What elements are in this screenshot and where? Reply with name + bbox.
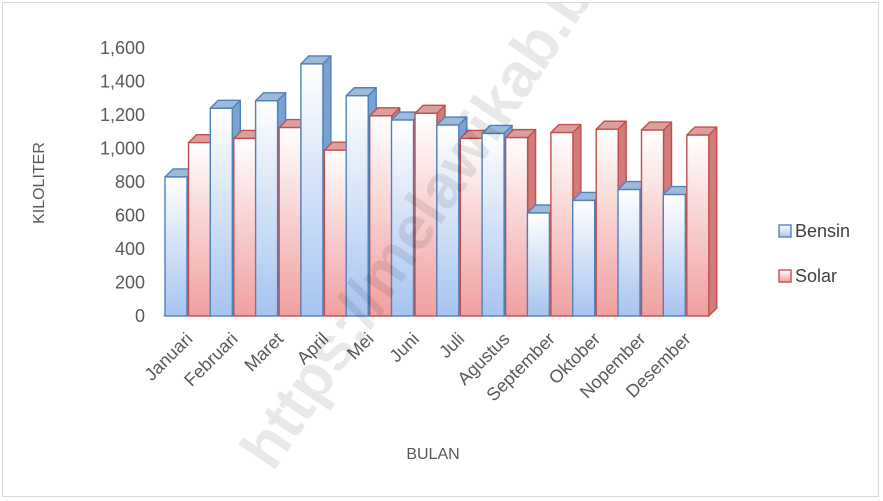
y-tick-label: 600: [115, 206, 145, 226]
y-axis-title: KILOLITER: [31, 142, 48, 224]
chart-canvas: KILOLITER 0 200 400 600 800 1,000 1,200 1,400 1,…: [31, 3, 850, 481]
y-tick-label: 1,600: [100, 38, 145, 58]
x-tick-label: Juni: [385, 329, 422, 366]
y-tick-label: 1,200: [100, 105, 145, 125]
legend-label-solar: Solar: [795, 266, 837, 286]
y-axis-tick-labels: 0 200 400 600 800 1,000 1,200 1,400 1,600: [100, 38, 145, 326]
legend: Bensin Solar: [778, 221, 850, 286]
legend-swatch-bensin: [778, 224, 792, 238]
legend-label-bensin: Bensin: [795, 221, 850, 241]
bar-solar-desember: [686, 126, 718, 317]
y-tick-label: 400: [115, 239, 145, 259]
y-tick-label: 200: [115, 273, 145, 293]
y-tick-label: 1,400: [100, 72, 145, 92]
y-tick-label: 0: [135, 306, 145, 326]
x-axis-title: BULAN: [406, 446, 459, 463]
y-tick-label: 800: [115, 172, 145, 192]
x-tick-label: Juli: [435, 329, 468, 362]
bar-plot-area: [161, 55, 718, 317]
legend-swatch-solar: [778, 269, 792, 283]
y-tick-label: 1,000: [100, 139, 145, 159]
